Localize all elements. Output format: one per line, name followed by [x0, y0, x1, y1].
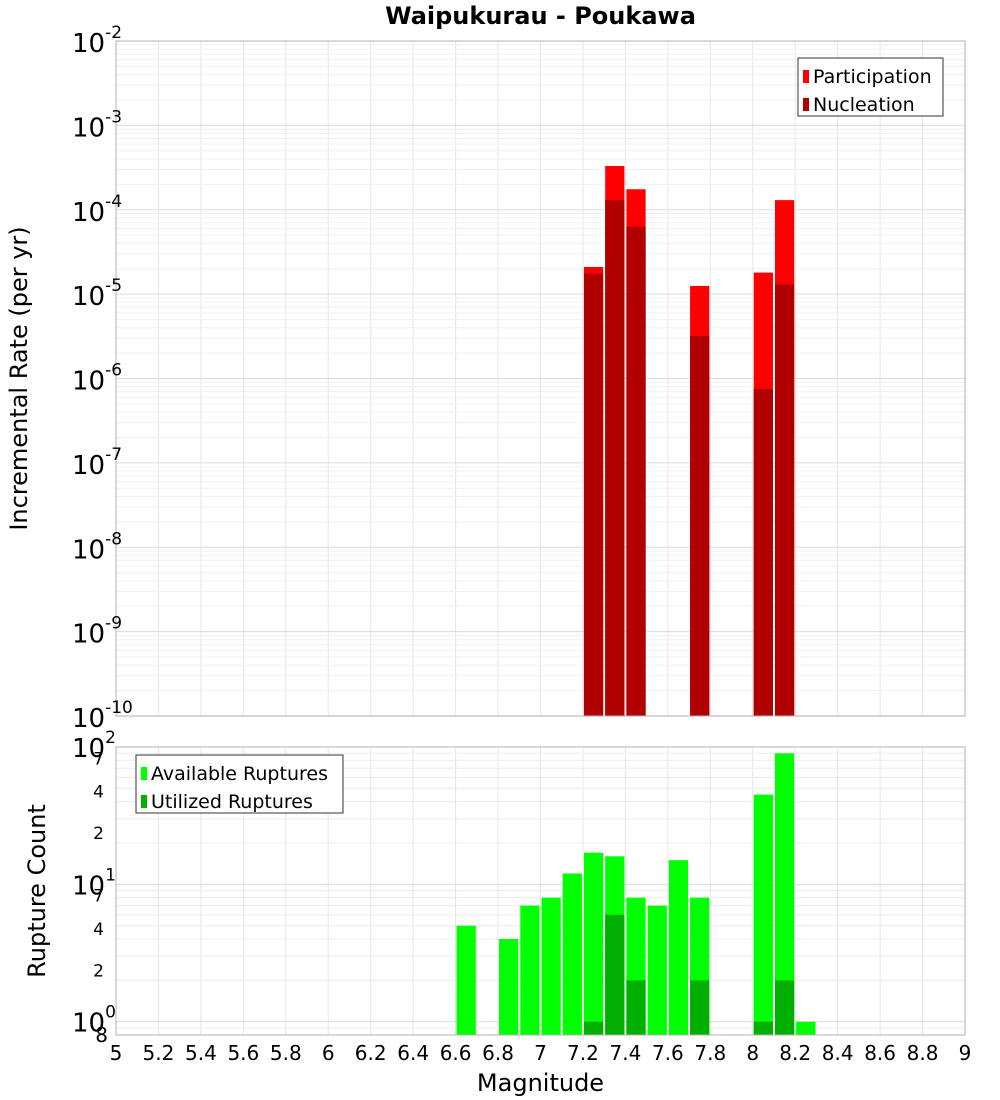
bottom-legend-swatch [141, 767, 147, 780]
bottom-plot-frame [115, 746, 966, 1036]
nucleation-bar [605, 200, 625, 716]
available-ruptures-bar [774, 753, 795, 1035]
x-tick-label: 7 [534, 1041, 547, 1065]
x-tick-label: 5 [110, 1041, 123, 1065]
top-legend-box [797, 57, 944, 117]
x-tick-label: 5.2 [143, 1041, 175, 1065]
available-ruptures-bar [753, 794, 773, 1035]
top-legend-swatch [803, 70, 809, 83]
nucleation-bar [626, 226, 646, 716]
x-tick-label: 5.4 [185, 1041, 217, 1065]
x-tick-label: 6.2 [355, 1041, 387, 1065]
top-plot-frame [115, 40, 966, 717]
x-tick-label: 6.8 [482, 1041, 514, 1065]
x-tick-label: 8 [746, 1041, 759, 1065]
bottom-y-major-tick-label: 102 [72, 728, 116, 764]
bottom-y-minor-tick-label: 7 [93, 749, 104, 769]
available-ruptures-bar [456, 925, 476, 1035]
utilized-ruptures-bar [753, 1021, 773, 1035]
nucleation-bar [753, 389, 773, 716]
available-ruptures-bar [499, 939, 519, 1035]
x-tick-label: 8.6 [864, 1041, 896, 1065]
bottom-legend-box [135, 754, 344, 814]
utilized-ruptures-bar [605, 914, 625, 1035]
top-y-tick-label: 10-4 [72, 192, 122, 228]
x-tick-label: 8.2 [779, 1041, 811, 1065]
top-y-tick-label: 10-3 [72, 107, 122, 143]
nucleation-bar [690, 335, 710, 716]
utilized-ruptures-bar [774, 980, 795, 1035]
nucleation-bar [774, 284, 795, 716]
top-y-axis-label: Incremental Rate (per yr) [5, 226, 33, 530]
nucleation-bar [583, 273, 604, 716]
top-y-tick-label: 10-6 [72, 361, 122, 397]
x-tick-label: 7.4 [609, 1041, 641, 1065]
bottom-legend-label: Available Ruptures [151, 763, 328, 785]
x-tick-label: 5.6 [227, 1041, 259, 1065]
x-tick-label: 7.6 [652, 1041, 684, 1065]
top-y-tick-label: 10-10 [72, 698, 133, 734]
utilized-ruptures-bar [583, 1021, 604, 1035]
x-tick-label: 6.4 [397, 1041, 429, 1065]
bottom-y-axis-label: Rupture Count [23, 804, 51, 978]
chart-title: Waipukurau - Poukawa [385, 2, 696, 30]
bottom-y-minor-tick-label: 8 [95, 1023, 108, 1047]
top-y-tick-label: 10-8 [72, 529, 122, 565]
available-ruptures-bar [541, 897, 561, 1035]
x-tick-label: 9 [959, 1041, 972, 1065]
available-ruptures-bar [796, 1021, 816, 1035]
x-tick-label: 7.8 [694, 1041, 726, 1065]
top-y-tick-label: 10-5 [72, 276, 122, 312]
x-tick-label: 6.6 [440, 1041, 472, 1065]
top-y-tick-label: 10-9 [72, 614, 122, 650]
bottom-y-minor-tick-label: 4 [93, 920, 104, 940]
x-axis-label: Magnitude [477, 1069, 604, 1097]
bottom-y-major-tick-label: 101 [72, 865, 116, 901]
available-ruptures-bar [583, 852, 604, 1035]
bottom-y-minor-tick-label: 7 [93, 887, 104, 907]
top-y-tick-label: 10-2 [72, 23, 122, 59]
utilized-ruptures-bar [626, 980, 646, 1035]
bottom-y-minor-tick-label: 4 [93, 783, 104, 803]
available-ruptures-bar [668, 860, 689, 1035]
x-tick-label: 7.2 [567, 1041, 599, 1065]
bottom-y-minor-tick-label: 2 [93, 961, 104, 981]
x-tick-label: 8.4 [822, 1041, 854, 1065]
top-legend-label: Nucleation [813, 94, 915, 116]
x-tick-label: 8.8 [907, 1041, 939, 1065]
bottom-y-major-tick-label: 100 [72, 1003, 116, 1039]
available-ruptures-bar [562, 873, 582, 1035]
bottom-legend-swatch [141, 795, 147, 808]
available-ruptures-bar [647, 905, 667, 1035]
bottom-y-minor-tick-label: 2 [93, 824, 104, 844]
x-tick-label: 6 [322, 1041, 335, 1065]
top-legend-label: Participation [813, 66, 932, 88]
top-y-tick-label: 10-7 [72, 445, 122, 481]
bottom-legend-label: Utilized Ruptures [151, 791, 313, 813]
x-tick-label: 5.8 [270, 1041, 302, 1065]
top-legend-swatch [803, 98, 809, 111]
utilized-ruptures-bar [690, 980, 710, 1035]
available-ruptures-bar [520, 905, 540, 1035]
